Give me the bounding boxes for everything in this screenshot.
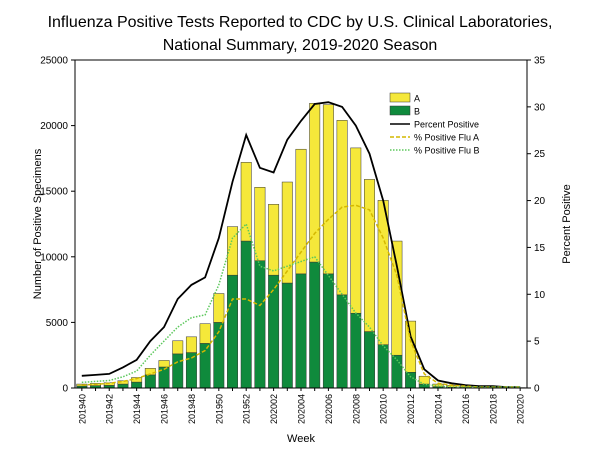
bar-segment <box>322 273 334 389</box>
legend-label: % Positive Flu B <box>414 146 480 156</box>
x-tick-label: 202004 <box>297 394 307 424</box>
bar-segment <box>405 372 417 389</box>
bar-segment <box>281 181 293 284</box>
x-tick-label: 202016 <box>461 394 471 424</box>
bar-segment <box>213 293 225 323</box>
line-series <box>81 222 521 388</box>
bar-segment <box>268 204 280 276</box>
bar-segment <box>117 383 129 389</box>
bar-segment <box>350 312 362 389</box>
legend-label: Percent Positive <box>414 120 479 130</box>
y2-tick-label: 35 <box>534 56 546 67</box>
bar-segment <box>240 240 252 389</box>
bar-segment <box>227 274 238 389</box>
bar-segment <box>172 340 184 355</box>
bar-segment <box>418 383 430 389</box>
y2-tick-label: 20 <box>534 196 546 207</box>
legend-label: A <box>414 94 420 104</box>
bar-segment <box>131 381 143 389</box>
y2-tick-label: 5 <box>534 337 540 348</box>
y2-axis-title: Percent Positive <box>561 184 573 263</box>
bar-segment <box>364 179 375 332</box>
bar-segment <box>309 261 321 389</box>
bar-segment <box>240 162 252 242</box>
bar-segment <box>391 240 403 356</box>
x-tick-label: 202014 <box>433 394 443 424</box>
bar-segment <box>172 353 184 389</box>
bar-segment <box>268 274 280 389</box>
bar-segment <box>199 343 211 389</box>
bar-segment <box>158 360 170 368</box>
y2-tick-label: 30 <box>534 102 546 113</box>
bar-segment <box>144 374 156 389</box>
bar-segment <box>350 147 362 314</box>
x-tick-label: 201946 <box>160 394 170 424</box>
x-tick-label: 202018 <box>488 394 498 424</box>
chart-title: Influenza Positive Tests Reported to CDC… <box>48 14 553 31</box>
y-tick-label: 5000 <box>46 318 69 329</box>
y2-tick-label: 10 <box>534 290 546 301</box>
x-tick-label: 202012 <box>406 394 416 424</box>
y-tick-label: 20000 <box>40 121 68 132</box>
x-tick-label: 201942 <box>105 394 115 424</box>
x-tick-label: 202010 <box>379 394 389 424</box>
y-tick-label: 15000 <box>40 187 68 198</box>
x-axis-title: Week <box>287 433 315 445</box>
line-series <box>81 204 521 388</box>
bar-segment <box>199 323 211 344</box>
legend-swatch <box>389 105 411 116</box>
x-tick-label: 201948 <box>187 394 197 424</box>
legend-label: % Positive Flu A <box>414 133 479 143</box>
legend-label: B <box>414 107 420 117</box>
bar-segment <box>322 104 334 275</box>
x-tick-label: 202002 <box>269 394 279 424</box>
bar-segment <box>281 282 293 389</box>
x-tick-label: 202006 <box>324 394 334 424</box>
bar-segment <box>227 226 238 276</box>
bar-segment <box>336 294 348 389</box>
bar-segment <box>254 260 266 389</box>
y-tick-label: 25000 <box>40 56 68 67</box>
bar-segment <box>377 344 389 389</box>
line-series <box>81 101 521 388</box>
y-axis-title: Number of Positive Specimens <box>32 148 44 299</box>
x-tick-label: 201944 <box>132 394 142 424</box>
bar-segment <box>295 273 307 389</box>
y-tick-label: 0 <box>62 384 68 395</box>
y2-tick-label: 15 <box>534 243 546 254</box>
x-tick-label: 201940 <box>77 394 87 424</box>
x-tick-label: 202008 <box>351 394 361 424</box>
chart-title: National Summary, 2019-2020 Season <box>163 37 438 54</box>
legend-swatch <box>389 92 411 103</box>
x-tick-label: 201950 <box>214 394 224 424</box>
x-tick-label: 201952 <box>242 394 252 424</box>
bar-segment <box>295 148 307 275</box>
bar-segment <box>364 331 375 389</box>
bar-segment <box>254 187 266 261</box>
y2-tick-label: 0 <box>534 384 540 395</box>
y2-tick-label: 25 <box>534 149 546 160</box>
bar-segment <box>185 336 197 353</box>
y-tick-label: 10000 <box>40 252 68 263</box>
x-tick-label: 202020 <box>516 394 526 424</box>
